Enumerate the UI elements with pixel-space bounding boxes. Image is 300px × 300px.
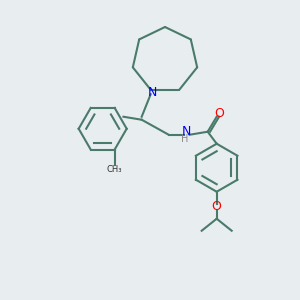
- Text: CH₃: CH₃: [107, 164, 122, 173]
- Text: H: H: [182, 134, 189, 144]
- Text: N: N: [182, 125, 191, 138]
- Text: O: O: [212, 200, 222, 213]
- Text: N: N: [148, 86, 157, 99]
- Text: O: O: [215, 107, 225, 120]
